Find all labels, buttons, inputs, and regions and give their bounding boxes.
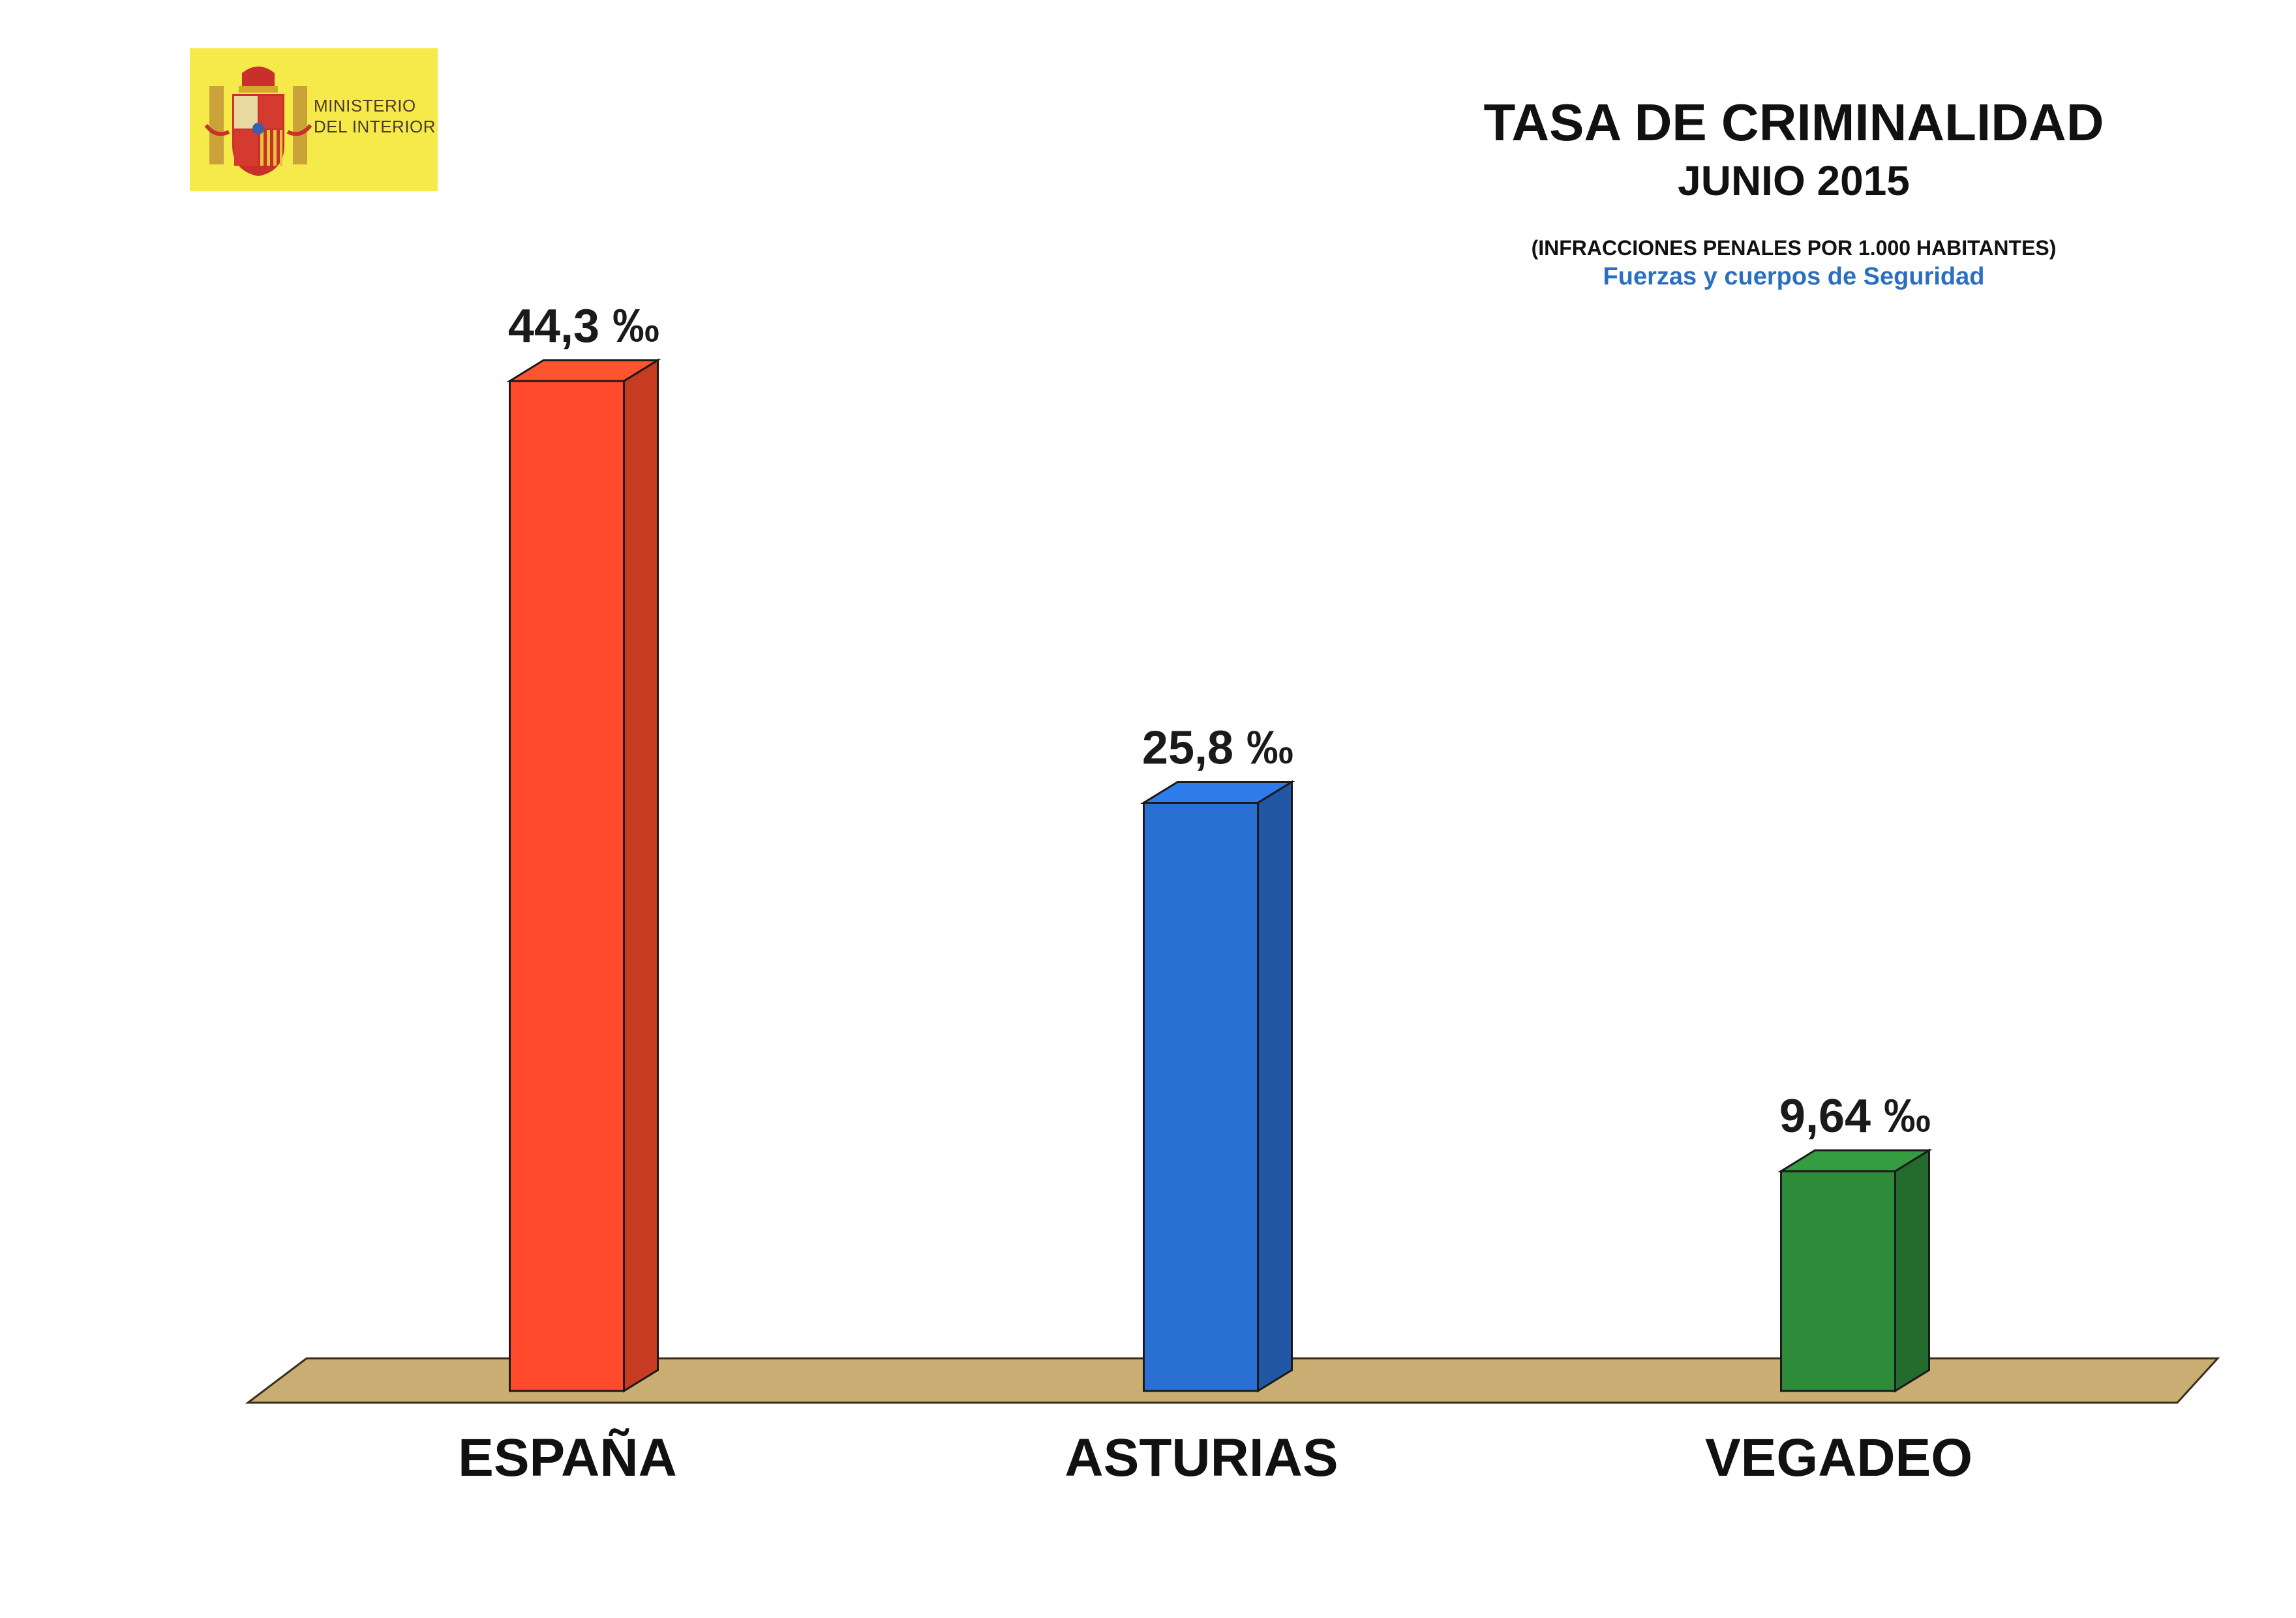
bar-side bbox=[1257, 780, 1293, 1393]
units-note: (INFRACCIONES PENALES POR 1.000 HABITANT… bbox=[1531, 236, 2057, 260]
value-label: 44,3 ‰ bbox=[508, 300, 659, 352]
ministry-logo: MINISTERIO DEL INTERIOR bbox=[190, 48, 438, 191]
value-label: 9,64 ‰ bbox=[1779, 1090, 1931, 1142]
source-note: Fuerzas y cuerpos de Seguridad bbox=[1603, 263, 1985, 290]
chart-subtitle: JUNIO 2015 bbox=[1678, 157, 1910, 204]
bar-top bbox=[1140, 780, 1295, 804]
logo-text-line1: MINISTERIO bbox=[314, 96, 416, 115]
coat-of-arms-icon bbox=[204, 67, 312, 176]
chart-title: TASA DE CRIMINALIDAD bbox=[1483, 93, 2104, 151]
category-label: ESPAÑA bbox=[458, 1428, 677, 1488]
category-label: VEGADEO bbox=[1705, 1428, 1972, 1488]
bar-front bbox=[509, 380, 625, 1392]
bar-side bbox=[1894, 1148, 1930, 1393]
value-label: 25,8 ‰ bbox=[1142, 722, 1293, 774]
bar-front bbox=[1143, 801, 1259, 1392]
category-label: ASTURIAS bbox=[1065, 1428, 1338, 1488]
bar-side bbox=[623, 358, 659, 1393]
bar-top bbox=[506, 359, 661, 382]
logo-text-line2: DEL INTERIOR bbox=[314, 117, 436, 136]
bar-top bbox=[1777, 1149, 1933, 1172]
bar-front bbox=[1780, 1170, 1896, 1392]
